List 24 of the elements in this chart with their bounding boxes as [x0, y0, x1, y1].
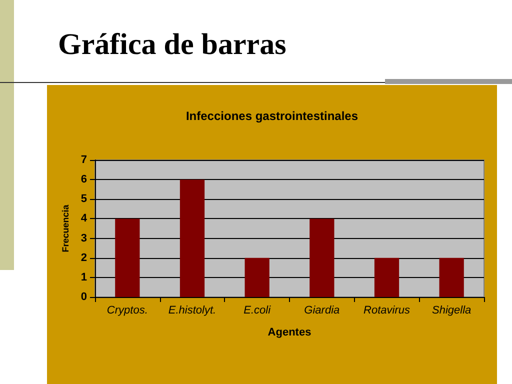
- y-tick-label: 1: [80, 271, 87, 284]
- y-tick-label: 2: [80, 252, 87, 264]
- x-tick-label: Rotavirus: [364, 304, 410, 316]
- bar: [180, 180, 205, 297]
- y-tick-label: 3: [80, 232, 87, 244]
- bar: [244, 258, 270, 297]
- chart-subtitle: Infecciones gastrointestinales: [186, 109, 358, 123]
- chart-title: Gráfica de barras: [58, 28, 286, 62]
- x-tick-label: E.coli: [244, 304, 272, 316]
- bar: [439, 258, 464, 297]
- bar: [374, 258, 400, 297]
- x-tick-label: Shigella: [432, 304, 472, 316]
- y-axis-title: Frecuencia: [60, 204, 70, 252]
- x-axis-title: Agentes: [268, 326, 312, 338]
- y-tick-label: 4: [80, 212, 88, 225]
- y-tick-label: 7: [80, 154, 87, 166]
- y-tick-label: 0: [80, 291, 87, 303]
- y-tick-label: 6: [80, 174, 87, 186]
- bar: [310, 218, 334, 297]
- x-tick-label: E.histolyt.: [168, 304, 216, 316]
- x-tick-label: Giardia: [304, 304, 340, 316]
- x-tick-label: Cryptos.: [106, 304, 148, 316]
- bar: [115, 218, 140, 297]
- y-tick-label: 5: [80, 193, 87, 206]
